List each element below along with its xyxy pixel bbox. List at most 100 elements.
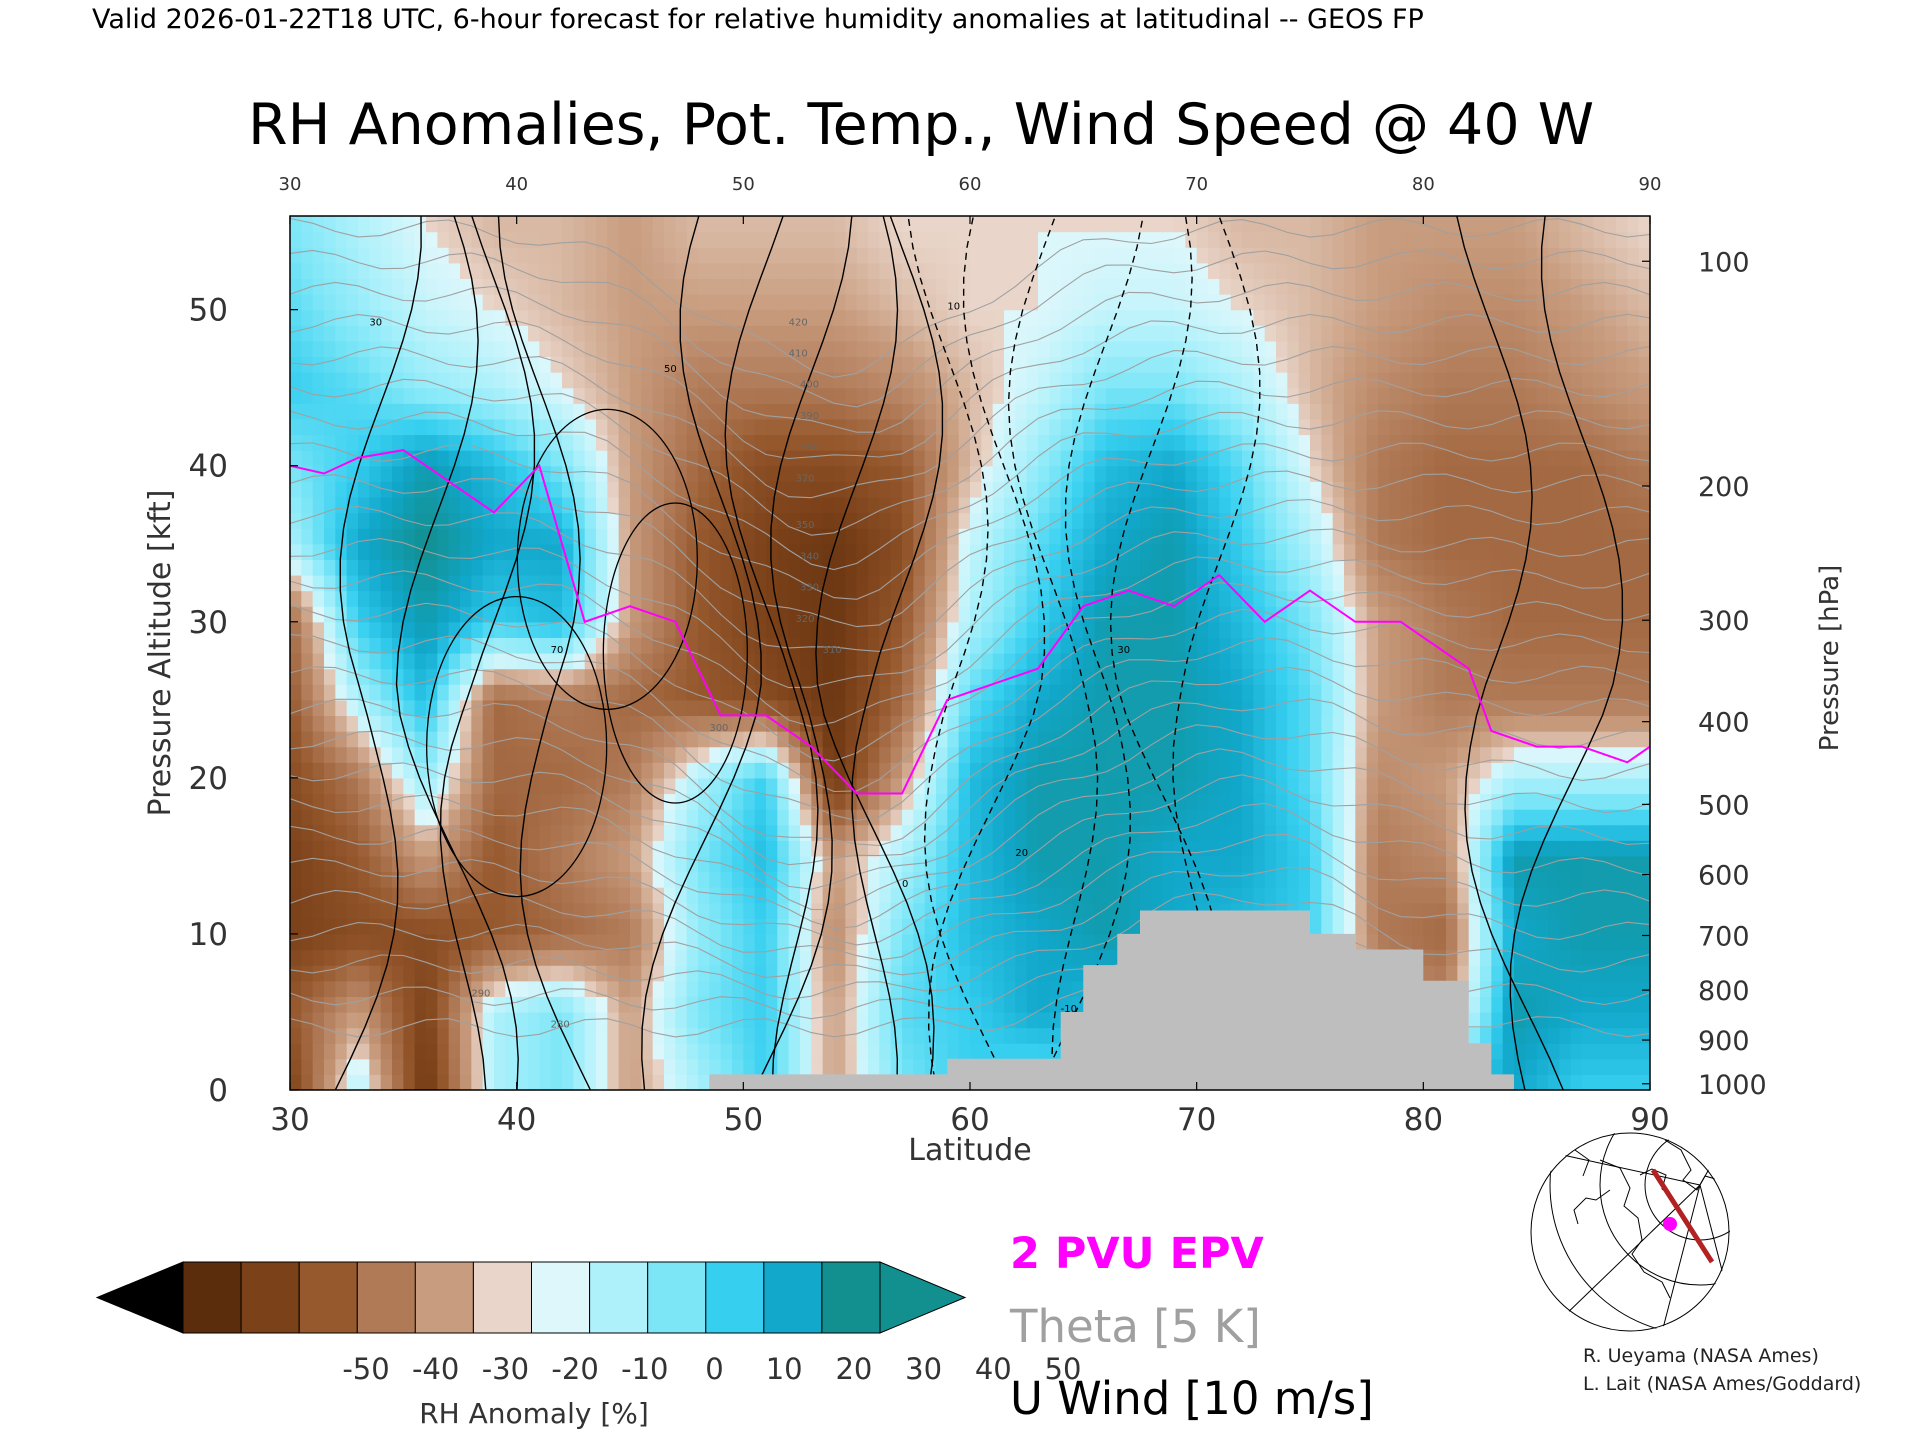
theta-label: 370: [795, 473, 814, 484]
theta-label: 280: [551, 1020, 570, 1031]
pressure-tick-label: 300: [1698, 606, 1750, 637]
x-axis-label: Latitude: [908, 1133, 1031, 1168]
y-tick-label: 10: [189, 917, 228, 953]
x-tick-label: 30: [270, 1102, 309, 1138]
x-tick-label: 80: [1404, 1102, 1443, 1138]
pressure-tick-label: 800: [1698, 976, 1750, 1007]
wind-label: 70: [551, 645, 564, 656]
x-tick-label: 70: [1177, 1102, 1216, 1138]
theta-label: 310: [823, 645, 842, 656]
x-tick-label: 90: [1630, 1102, 1669, 1138]
theta-label: 390: [800, 411, 819, 422]
pressure-tick-label: 1000: [1698, 1070, 1767, 1101]
wind-label: -10: [1061, 1004, 1077, 1015]
theta-label: 380: [800, 442, 819, 453]
colorbar-tick-label: -40: [412, 1352, 459, 1386]
credit-line-1: R. Ueyama (NASA Ames): [1583, 1345, 1819, 1367]
x-tick-label: 40: [497, 1102, 536, 1138]
colorbar-tick-label: 10: [766, 1352, 803, 1386]
terrain-mask: [709, 910, 1514, 1090]
pressure-tick-label: 500: [1698, 790, 1750, 821]
top-tick-label: 40: [505, 174, 528, 195]
colorbar-segment: [472, 1261, 532, 1334]
top-tick-label: 50: [732, 174, 755, 195]
colorbar-segment: [414, 1261, 474, 1334]
wind-label: 0: [902, 879, 908, 890]
theta-label: 420: [789, 317, 808, 328]
colorbar-tick-label: -20: [551, 1352, 598, 1386]
credit-line-2: L. Lait (NASA Ames/Goddard): [1583, 1373, 1861, 1395]
colorbar-high-triangle: [879, 1261, 967, 1334]
colorbar-tick-label: -30: [482, 1352, 529, 1386]
top-tick-label: 80: [1412, 174, 1435, 195]
legend-wind: U Wind [10 m/s]: [1010, 1372, 1374, 1425]
colorbar-segment: [763, 1261, 823, 1334]
colorbar-tick-label: 0: [705, 1352, 723, 1386]
valid-time-line: Valid 2026-01-22T18 UTC, 6-hour forecast…: [92, 4, 1424, 35]
colorbar-segment: [821, 1261, 881, 1334]
colorbar-tick-label: 20: [835, 1352, 872, 1386]
wind-label: 20: [1015, 848, 1028, 859]
wind-label: 30: [369, 317, 382, 328]
colorbar-segment: [356, 1261, 416, 1334]
colorbar-segment: [705, 1261, 765, 1334]
epv-2pvu-line: [290, 449, 1650, 795]
x-axis: 30 40 50 60 70 80 90: [270, 1082, 1670, 1138]
top-tick-label: 30: [279, 174, 302, 195]
section-line: [1650, 1168, 1715, 1264]
colorbar-segment: [647, 1261, 707, 1334]
colorbar-segment: [531, 1261, 591, 1334]
pressure-tick-label: 400: [1698, 708, 1750, 739]
wind-label: 50: [664, 364, 677, 375]
colorbar-tick-label: 50: [1045, 1352, 1082, 1386]
contour-labels: 4204104003903803703503403303203103002902…: [369, 302, 1130, 1031]
top-tick-label: 60: [959, 174, 982, 195]
theta-label: 350: [795, 520, 814, 531]
y-axis: 0 10 20 30 40 50: [189, 293, 298, 1109]
legend-epv: 2 PVU EPV: [1010, 1229, 1264, 1279]
pressure-tick-label: 900: [1698, 1026, 1750, 1057]
top-tick-label: 70: [1185, 174, 1208, 195]
y-tick-label: 0: [208, 1073, 228, 1109]
colorbar-segment: [240, 1261, 300, 1334]
pressure-tick-label: 200: [1698, 472, 1750, 503]
theta-label: 410: [789, 348, 808, 359]
location-marker: [1663, 1217, 1677, 1231]
colorbar-tick-label: -10: [621, 1352, 668, 1386]
rh-colorbar: -50 -40 -30 -20 -10 0 10 20 30 40 50: [95, 1261, 1082, 1386]
colorbar-tick-label: 40: [975, 1352, 1012, 1386]
theta-label: 340: [800, 551, 819, 562]
pressure-tick-label: 600: [1698, 861, 1750, 892]
wind-label: 10: [947, 302, 960, 313]
colorbar-tick-label: 30: [905, 1352, 942, 1386]
pressure-tick-label: 100: [1698, 247, 1750, 278]
pressure-axis: 100 200 300 400 500 600 700 800 900 1000: [1642, 247, 1767, 1101]
y-tick-label: 50: [189, 293, 228, 329]
u-wind-contours: [334, 216, 1624, 1090]
y-tick-label: 30: [189, 605, 228, 641]
y-axis-label: Pressure Altitude [kft]: [143, 490, 178, 817]
polar-stereographic-map-icon: [1530, 1132, 1730, 1332]
colorbar-tick-label: -50: [342, 1352, 389, 1386]
colorbar-segment: [298, 1261, 358, 1334]
theta-label: 400: [800, 380, 819, 391]
pressure-axis-label: Pressure [hPa]: [1815, 565, 1845, 752]
top-tick-label: 90: [1639, 174, 1662, 195]
colorbar-low-triangle: [95, 1261, 184, 1334]
y-tick-label: 20: [189, 761, 228, 797]
colorbar-label: RH Anomaly [%]: [419, 1397, 649, 1430]
colorbar-segment: [182, 1261, 242, 1334]
legend-theta: Theta [5 K]: [1009, 1300, 1261, 1353]
top-axis: 30 40 50 60 70 80 90: [279, 174, 1662, 224]
x-tick-label: 60: [950, 1102, 989, 1138]
theta-label: 300: [709, 723, 728, 734]
pressure-tick-label: 700: [1698, 921, 1750, 952]
theta-contours: [290, 217, 1650, 1038]
chart-title: RH Anomalies, Pot. Temp., Wind Speed @ 4…: [248, 92, 1594, 158]
theta-label: 330: [800, 583, 819, 594]
y-tick-label: 40: [189, 449, 228, 485]
wind-label: 30: [1117, 645, 1130, 656]
colorbar-segment: [589, 1261, 649, 1334]
x-tick-label: 50: [724, 1102, 763, 1138]
